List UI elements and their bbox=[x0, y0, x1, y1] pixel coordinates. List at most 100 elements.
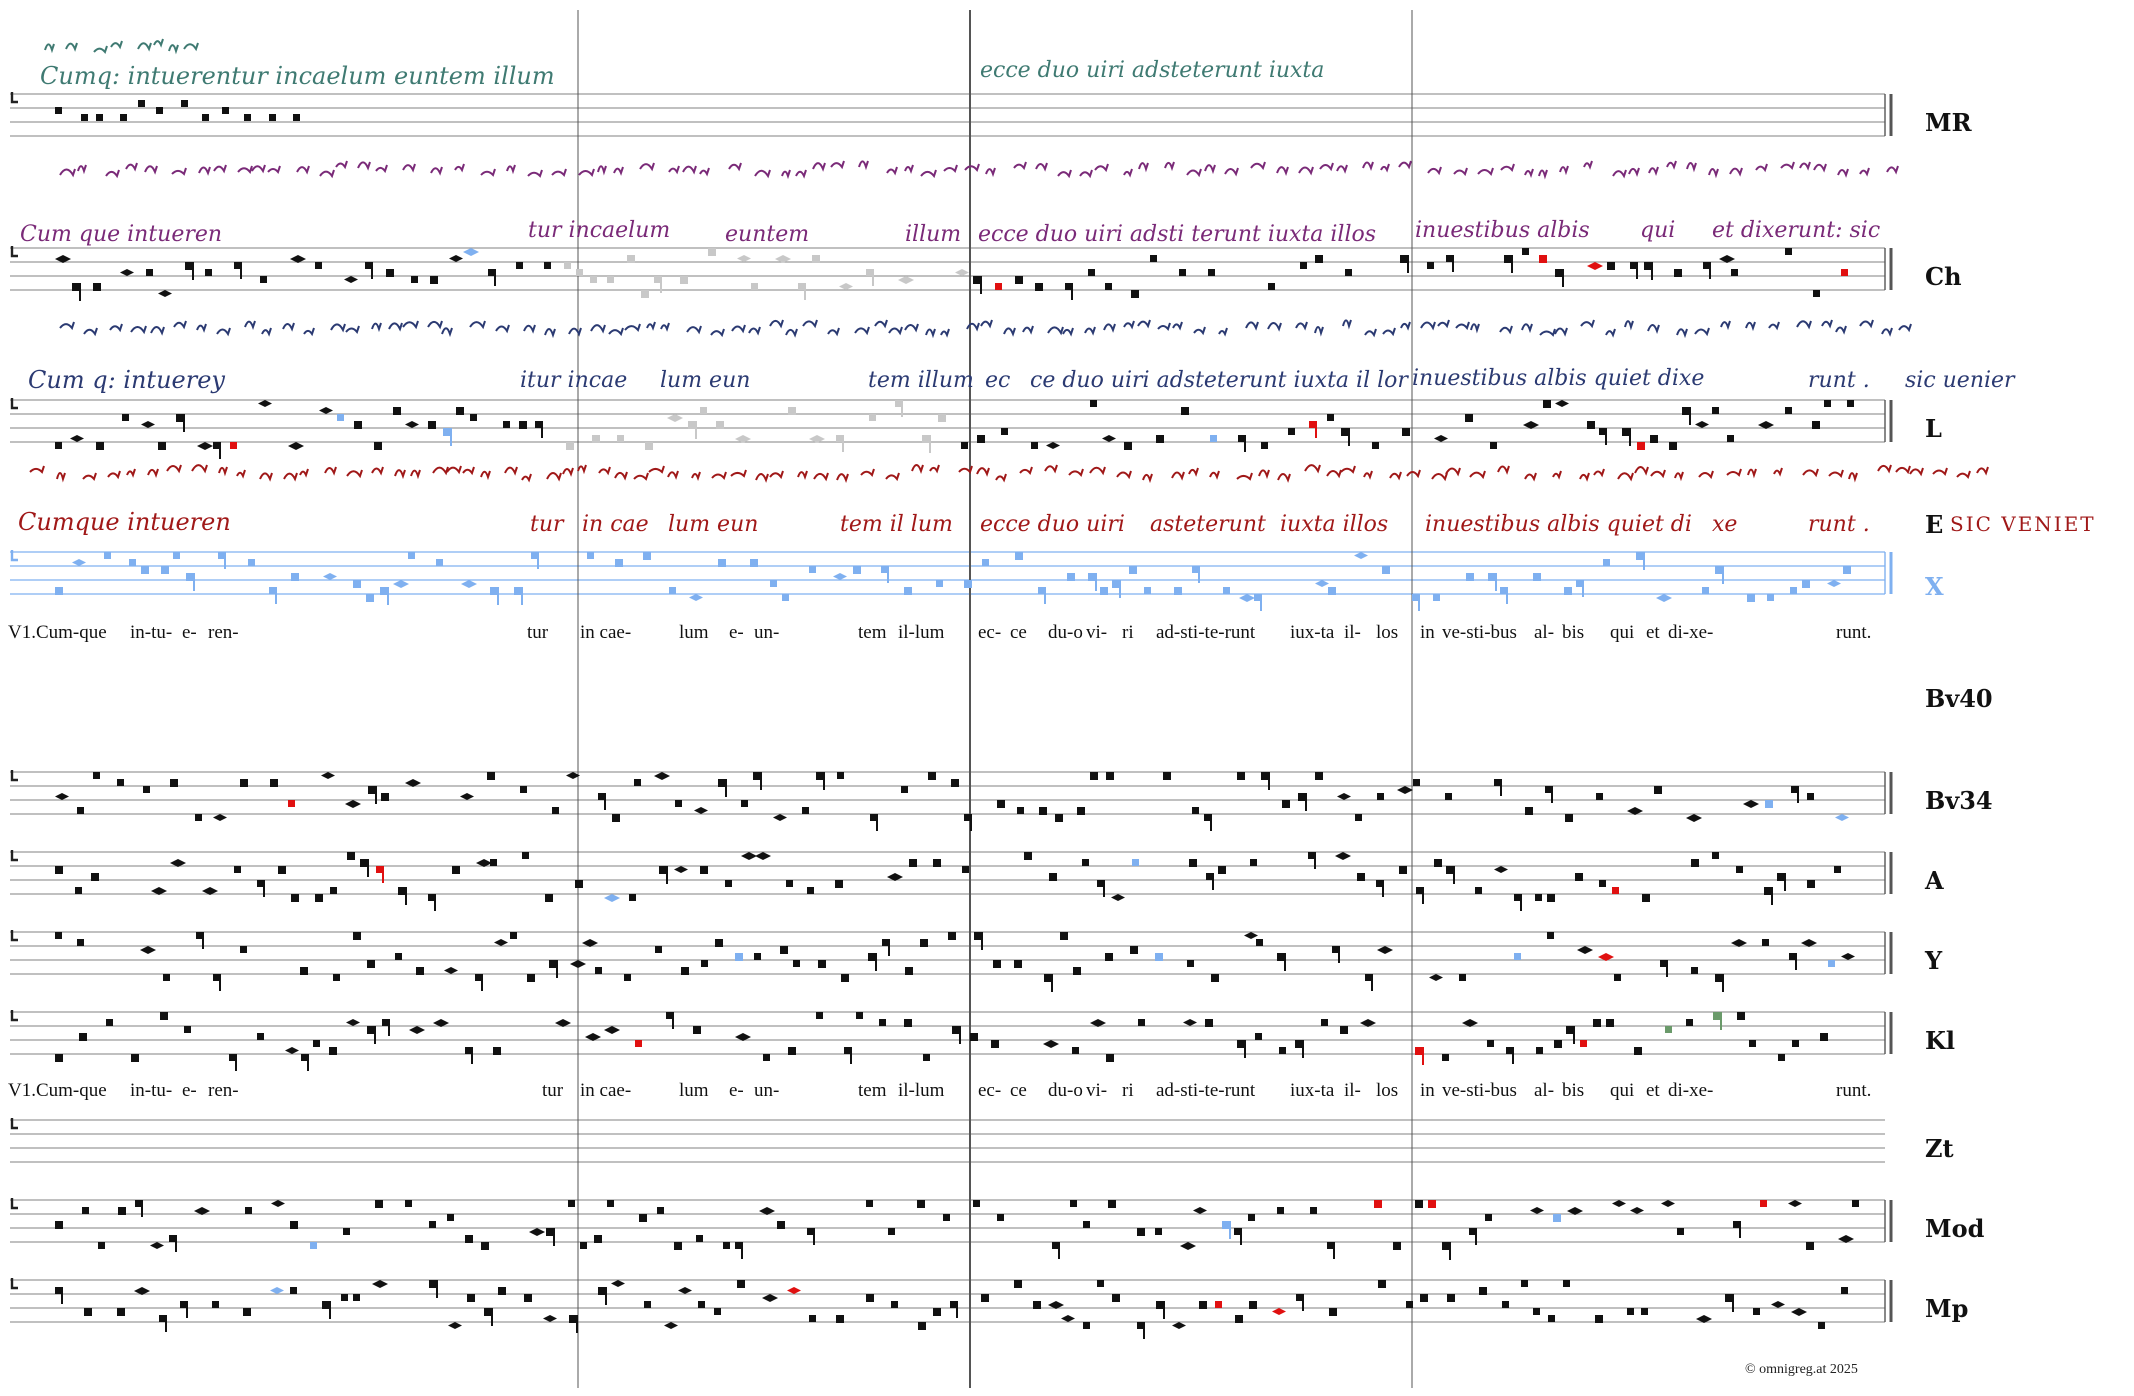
neume-glyph bbox=[1708, 168, 1719, 179]
neume-mark bbox=[587, 552, 594, 559]
neume-mark bbox=[271, 1200, 285, 1207]
neume-mark bbox=[1514, 894, 1521, 901]
neume-mark bbox=[576, 269, 583, 276]
neume-mark bbox=[763, 1054, 770, 1061]
neume-glyph bbox=[755, 473, 769, 483]
neume-mark bbox=[982, 559, 989, 566]
neume-mark bbox=[612, 814, 620, 822]
neume-glyph bbox=[1674, 471, 1684, 482]
neume-glyph bbox=[319, 169, 335, 179]
neume-glyph bbox=[590, 324, 606, 334]
neume-glyph bbox=[1686, 162, 1697, 173]
neume-mark bbox=[1222, 1221, 1230, 1229]
neume-mark bbox=[1791, 786, 1798, 793]
neume-mark bbox=[1801, 939, 1817, 947]
neume-mark bbox=[737, 1280, 745, 1288]
neume-glyph bbox=[940, 328, 950, 338]
neume-mark bbox=[1400, 255, 1408, 263]
neume-mark bbox=[841, 974, 849, 982]
neume-mark bbox=[997, 800, 1005, 808]
neume-mark bbox=[655, 946, 662, 953]
neume-mark bbox=[159, 1315, 166, 1322]
neume-mark bbox=[1506, 1047, 1513, 1054]
neume-mark bbox=[1399, 866, 1407, 874]
neume-mark bbox=[1308, 852, 1315, 859]
neume-mark bbox=[598, 793, 605, 800]
neume-mark bbox=[624, 974, 631, 981]
neume-mark bbox=[856, 1012, 863, 1019]
neume-mark bbox=[1378, 1280, 1386, 1288]
neume-mark bbox=[895, 400, 902, 407]
neume-mark bbox=[1244, 932, 1258, 939]
lyric-syllable: e- bbox=[729, 1080, 744, 1101]
neume-mark bbox=[1255, 1033, 1262, 1040]
neume-mark bbox=[544, 262, 551, 269]
neume-mark bbox=[964, 814, 971, 821]
neume-mark bbox=[1487, 1040, 1494, 1047]
neume-mark bbox=[1828, 960, 1835, 967]
neume-mark bbox=[1792, 1040, 1799, 1047]
neume-mark bbox=[365, 262, 372, 269]
neume-mark bbox=[55, 587, 63, 595]
neume-mark bbox=[948, 932, 956, 940]
neume-mark bbox=[1504, 255, 1512, 263]
neume-mark bbox=[134, 1287, 150, 1295]
lyric-syllable: ce bbox=[1010, 622, 1027, 643]
neume-glyph bbox=[769, 319, 784, 329]
siglum-e: E bbox=[1925, 510, 1944, 539]
neume-mark bbox=[346, 1019, 360, 1026]
neume-glyph bbox=[1694, 327, 1710, 337]
neume-mark bbox=[448, 1322, 462, 1329]
neume-glyph bbox=[1389, 471, 1402, 481]
neume-glyph bbox=[1650, 469, 1666, 479]
neume-mark bbox=[180, 1301, 187, 1308]
neume-mark bbox=[1827, 580, 1841, 587]
lyric-syllable: ad-sti-te-runt bbox=[1156, 1080, 1256, 1101]
lyric-syllable: los bbox=[1376, 622, 1399, 643]
neume-mark bbox=[240, 946, 247, 953]
neume-mark bbox=[270, 1287, 284, 1294]
neume-mark bbox=[868, 953, 876, 961]
neume-glyph bbox=[1123, 168, 1133, 178]
neume-mark bbox=[898, 276, 914, 284]
neume-mark bbox=[991, 1040, 999, 1048]
neume-mark bbox=[585, 1033, 601, 1041]
neume-mark bbox=[807, 1228, 814, 1235]
neume-mark bbox=[1563, 1280, 1570, 1287]
neume-mark bbox=[1475, 887, 1482, 894]
clef-icon bbox=[10, 550, 18, 562]
neume-glyph bbox=[929, 464, 940, 474]
neume-mark bbox=[644, 1301, 651, 1308]
neume-glyph bbox=[691, 471, 701, 481]
ms-ch-text-5: ecce duo uiri adsti terunt iuxta illos bbox=[978, 222, 1377, 247]
neume-mark bbox=[1545, 786, 1552, 793]
neume-mark bbox=[1131, 290, 1139, 298]
neume-mark bbox=[475, 974, 482, 981]
neume-mark bbox=[1712, 407, 1719, 414]
neume-mark bbox=[1282, 800, 1290, 808]
neume-mark bbox=[1406, 1301, 1413, 1308]
neume-glyph bbox=[597, 165, 607, 176]
neume-glyph bbox=[1768, 321, 1780, 331]
neume-mark bbox=[1747, 594, 1755, 602]
neume-mark bbox=[604, 1026, 620, 1034]
neume-mark bbox=[1017, 807, 1024, 814]
neume-mark bbox=[689, 594, 703, 601]
clef-icon bbox=[10, 1118, 18, 1130]
neume-mark bbox=[1061, 1315, 1075, 1322]
neume-glyph bbox=[504, 466, 518, 476]
neume-glyph bbox=[1295, 321, 1308, 331]
lyric-syllable: et bbox=[1646, 622, 1660, 643]
clef-icon bbox=[10, 92, 18, 104]
neume-mark bbox=[1210, 435, 1217, 442]
neume-mark bbox=[654, 772, 670, 780]
lyric-syllable: runt. bbox=[1836, 1080, 1872, 1101]
ms-l-text-4: tem illum bbox=[868, 368, 974, 393]
neume-glyph bbox=[83, 327, 98, 337]
neume-mark bbox=[974, 932, 982, 940]
ms-e-text-9: inuestibus albis quiet di bbox=[1425, 512, 1692, 537]
neume-mark bbox=[1001, 428, 1008, 435]
neume-mark bbox=[741, 800, 748, 807]
neume-mark bbox=[519, 421, 527, 429]
neume-mark bbox=[1083, 1221, 1090, 1228]
